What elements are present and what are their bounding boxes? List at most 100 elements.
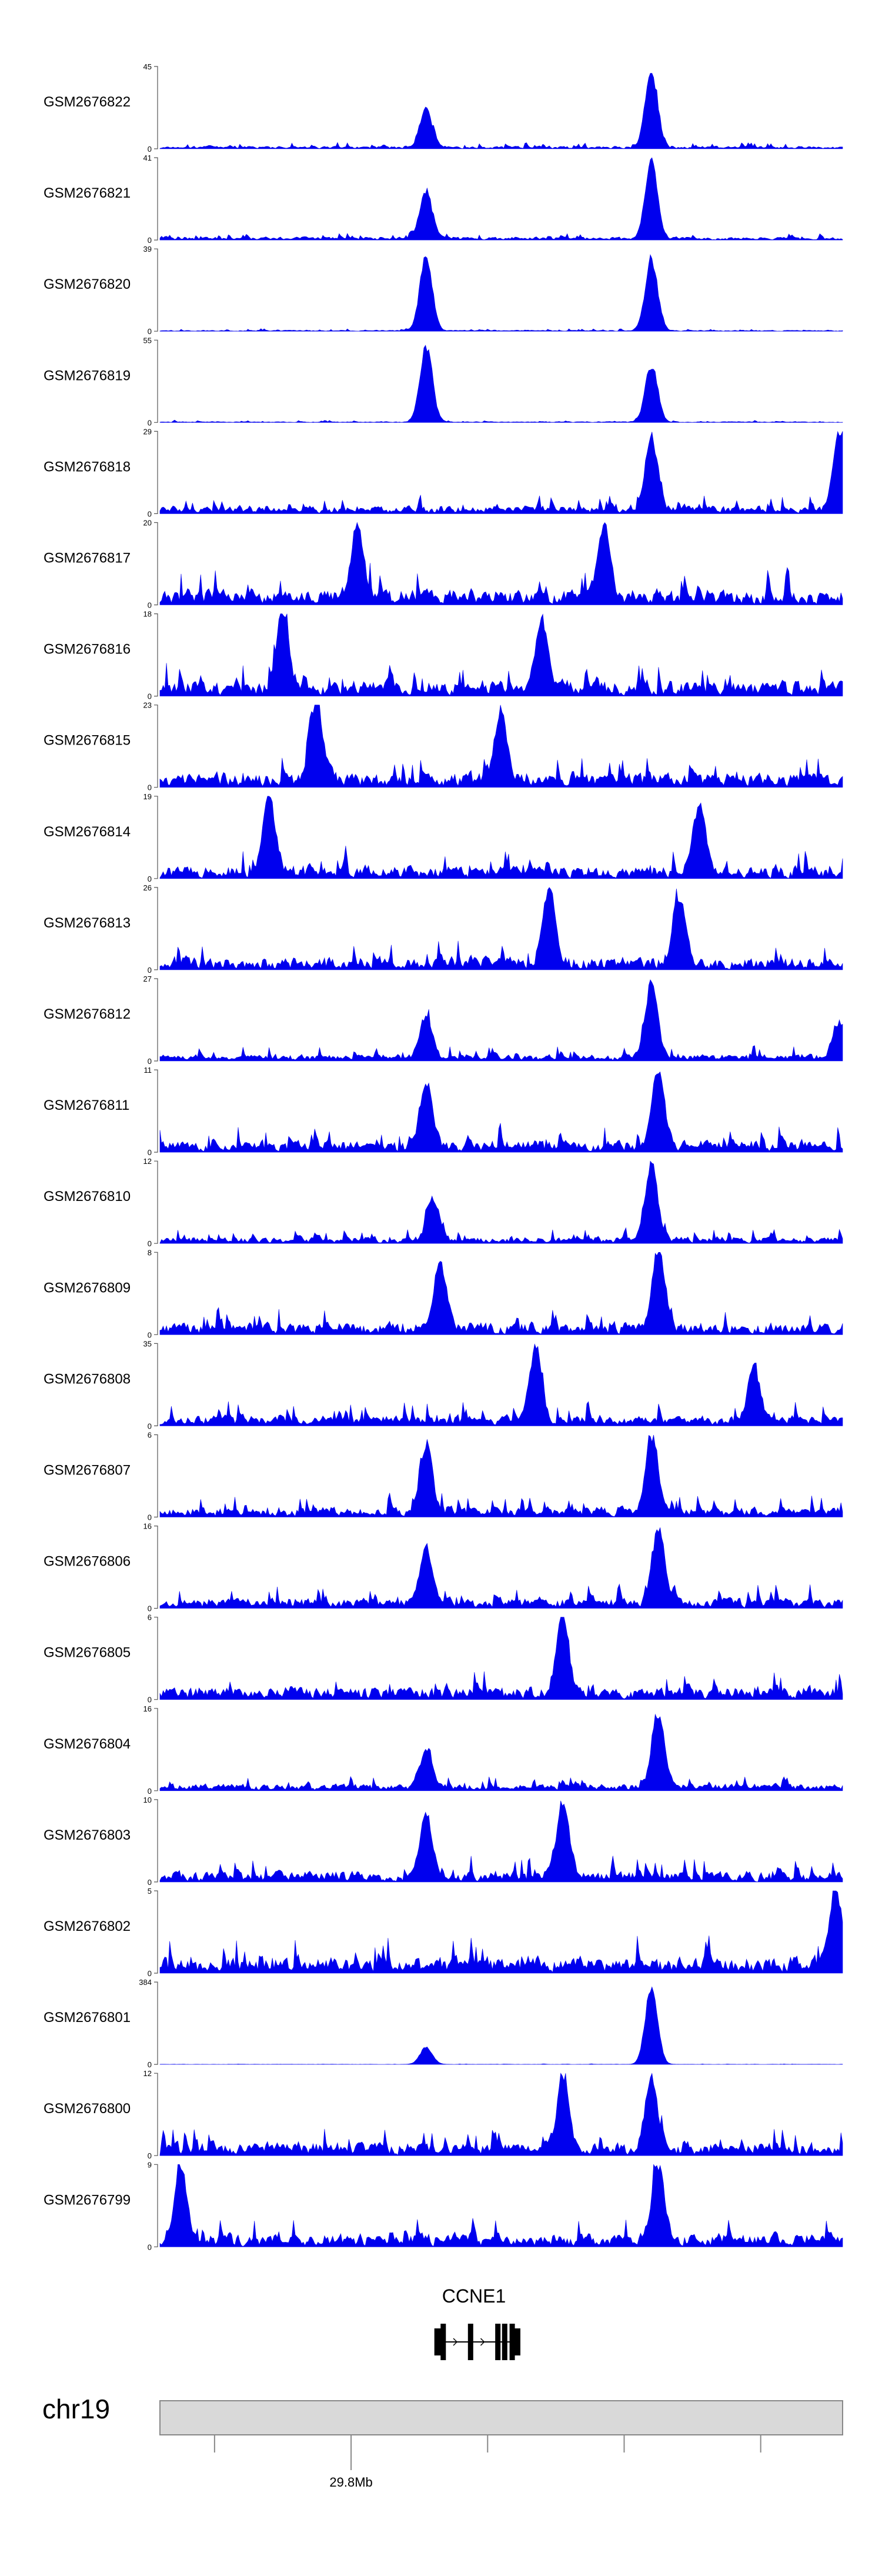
y-axis-min-label: 0 (148, 1330, 152, 1339)
y-axis-max-label: 12 (143, 2069, 152, 2078)
track-GSM2676815: GSM2676815 23 0 (44, 701, 843, 792)
coverage-area (159, 522, 843, 605)
y-axis-min-label: 0 (148, 783, 152, 792)
y-axis-max-label: 19 (143, 792, 152, 801)
y-axis-min-label: 0 (148, 145, 152, 154)
y-axis-max-label: 35 (143, 1339, 152, 1348)
y-axis-line (154, 248, 158, 332)
track-label: GSM2676799 (44, 2192, 131, 2208)
track-label: GSM2676804 (44, 1736, 131, 1752)
track-GSM2676808: GSM2676808 35 0 (44, 1339, 843, 1430)
coverage-area (159, 979, 843, 1062)
tracks-layer: GSM2676822450GSM2676821410GSM2676820390G… (44, 62, 843, 2251)
track-label: GSM2676808 (44, 1371, 131, 1387)
y-axis-max-label: 39 (143, 245, 152, 253)
y-axis-line (154, 1890, 158, 1974)
y-axis-max-label: 16 (143, 1522, 152, 1531)
y-axis-line (154, 2073, 158, 2156)
y-axis-line (154, 613, 158, 697)
track-GSM2676810: GSM2676810 12 0 (44, 1157, 843, 1248)
coverage-area (159, 1252, 843, 1335)
gene-annotation: CCNE1 (434, 2285, 520, 2360)
y-axis-line (154, 705, 158, 788)
y-axis-line (154, 1799, 158, 1883)
y-axis-line (154, 431, 158, 514)
coverage-area (159, 2164, 843, 2247)
coverage-area (159, 1160, 843, 1244)
track-label: GSM2676806 (44, 1554, 131, 1570)
y-axis-line (154, 1343, 158, 1426)
y-axis-max-label: 9 (148, 2160, 152, 2169)
track-GSM2676814: GSM2676814 19 0 (44, 792, 843, 883)
y-axis-min-label: 0 (148, 418, 152, 427)
y-axis-min-label: 0 (148, 1239, 152, 1248)
track-label: GSM2676813 (44, 915, 131, 931)
track-label: GSM2676821 (44, 185, 131, 201)
y-axis-min-label: 0 (148, 2243, 152, 2251)
y-axis-max-label: 23 (143, 701, 152, 710)
y-axis-max-label: 26 (143, 883, 152, 892)
y-axis-line (154, 1981, 158, 2065)
track-GSM2676801: GSM2676801 384 0 (44, 1978, 843, 2069)
coverage-area (159, 254, 843, 332)
gene-exon (495, 2324, 501, 2360)
chromosome-ideogram: chr19 29.8Mb (42, 2394, 843, 2490)
coverage-area (159, 796, 843, 879)
track-label: GSM2676816 (44, 642, 131, 658)
y-axis-min-label: 0 (148, 966, 152, 975)
track-label: GSM2676809 (44, 1280, 131, 1296)
track-label: GSM2676802 (44, 1918, 131, 1934)
y-axis-line (154, 978, 158, 1062)
coverage-area (159, 1890, 843, 1974)
chromosome-bar (159, 2400, 843, 2435)
y-axis-min-label: 0 (148, 1969, 152, 1978)
y-axis-max-label: 8 (148, 1248, 152, 1257)
track-label: GSM2676814 (44, 824, 131, 840)
track-label: GSM2676811 (44, 1097, 129, 1113)
coverage-area (159, 157, 843, 241)
gene-exon (512, 2328, 520, 2355)
track-label: GSM2676817 (44, 550, 131, 566)
gene-exon (440, 2324, 446, 2360)
coverage-area (159, 1343, 843, 1426)
y-axis-line (154, 2164, 158, 2247)
y-axis-max-label: 55 (143, 336, 152, 345)
track-label: GSM2676800 (44, 2101, 131, 2117)
track-label: GSM2676810 (44, 1189, 131, 1204)
track-GSM2676802: GSM2676802 5 0 (44, 1887, 843, 1978)
y-axis-min-label: 0 (148, 1148, 152, 1157)
track-GSM2676821: GSM2676821 41 0 (44, 154, 843, 245)
track-GSM2676813: GSM2676813 26 0 (44, 883, 843, 975)
track-GSM2676812: GSM2676812 27 0 (44, 975, 843, 1066)
coverage-area (159, 1071, 843, 1153)
strand-arrow-icon (453, 2338, 458, 2346)
y-axis-min-label: 0 (148, 875, 152, 883)
track-label: GSM2676815 (44, 733, 131, 749)
gene-label-ccne1: CCNE1 (442, 2285, 506, 2307)
y-axis-max-label: 18 (143, 610, 152, 619)
track-GSM2676809: GSM2676809 8 0 (44, 1248, 843, 1339)
track-label: GSM2676820 (44, 276, 131, 292)
gene-exon (502, 2324, 507, 2360)
gene-exon (467, 2324, 473, 2360)
y-axis-line (154, 66, 158, 149)
track-GSM2676816: GSM2676816 18 0 (44, 610, 843, 701)
y-axis-max-label: 20 (143, 519, 152, 528)
track-GSM2676807: GSM2676807 6 0 (44, 1431, 843, 1522)
chromosome-label: chr19 (42, 2394, 110, 2424)
y-axis-line (154, 1526, 158, 1609)
coverage-area (159, 613, 843, 696)
y-axis-min-label: 0 (148, 1878, 152, 1887)
coverage-area (159, 431, 843, 514)
y-axis-max-label: 27 (143, 975, 152, 983)
y-axis-line (154, 522, 158, 606)
y-axis-min-label: 0 (148, 1422, 152, 1430)
strand-arrow-icon (480, 2338, 485, 2346)
track-label: GSM2676812 (44, 1006, 131, 1022)
track-GSM2676806: GSM2676806 16 0 (44, 1522, 843, 1613)
y-axis-line (154, 1252, 158, 1335)
y-axis-min-label: 0 (148, 236, 152, 245)
y-axis-min-label: 0 (148, 1513, 152, 1522)
y-axis-line (154, 157, 158, 241)
